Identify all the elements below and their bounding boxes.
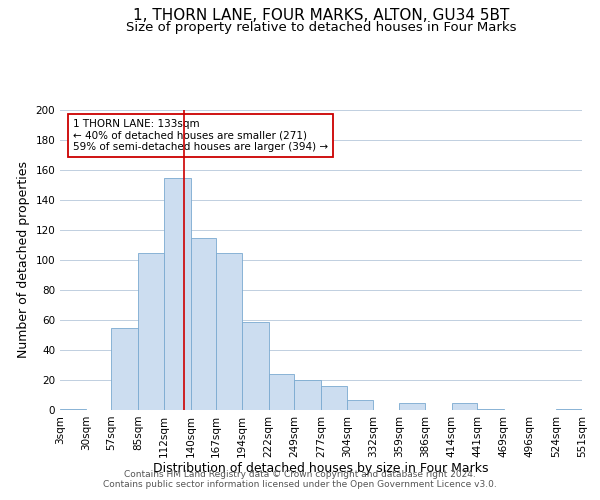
Text: 1 THORN LANE: 133sqm
← 40% of detached houses are smaller (271)
59% of semi-deta: 1 THORN LANE: 133sqm ← 40% of detached h… <box>73 119 328 152</box>
Bar <box>399 402 425 410</box>
Bar <box>242 322 269 410</box>
Bar <box>295 380 321 410</box>
Bar <box>321 386 347 410</box>
Bar <box>112 328 138 410</box>
Bar <box>138 252 164 410</box>
Y-axis label: Number of detached properties: Number of detached properties <box>17 162 30 358</box>
Bar <box>216 252 242 410</box>
Bar <box>269 374 295 410</box>
Text: Distribution of detached houses by size in Four Marks: Distribution of detached houses by size … <box>153 462 489 475</box>
Bar <box>191 238 216 410</box>
Bar <box>452 402 477 410</box>
Bar <box>60 408 86 410</box>
Text: Contains HM Land Registry data © Crown copyright and database right 2024.
Contai: Contains HM Land Registry data © Crown c… <box>103 470 497 489</box>
Text: Size of property relative to detached houses in Four Marks: Size of property relative to detached ho… <box>126 21 516 34</box>
Bar <box>556 408 582 410</box>
Text: 1, THORN LANE, FOUR MARKS, ALTON, GU34 5BT: 1, THORN LANE, FOUR MARKS, ALTON, GU34 5… <box>133 8 509 22</box>
Bar <box>477 408 504 410</box>
Bar <box>347 400 373 410</box>
Bar <box>164 178 191 410</box>
